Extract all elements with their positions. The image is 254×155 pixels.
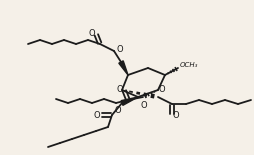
Polygon shape [118,61,128,75]
Text: O: O [140,101,147,110]
Text: OCH₃: OCH₃ [179,62,198,68]
Text: O: O [114,106,121,115]
Text: O: O [88,29,95,38]
Text: O: O [158,85,165,94]
Text: O: O [172,111,179,120]
Text: O: O [117,46,123,55]
Polygon shape [121,97,137,105]
Text: O: O [116,84,123,93]
Text: O: O [93,111,100,120]
